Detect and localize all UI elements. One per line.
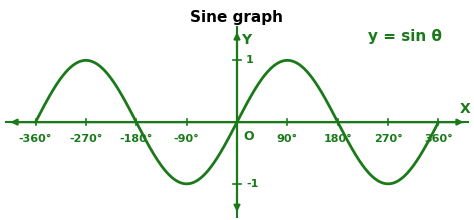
- Text: Y: Y: [241, 33, 252, 47]
- Text: 360°: 360°: [424, 134, 453, 144]
- Text: -360°: -360°: [19, 134, 52, 144]
- Text: -90°: -90°: [174, 134, 200, 144]
- Text: -180°: -180°: [119, 134, 153, 144]
- Text: 270°: 270°: [374, 134, 402, 144]
- Text: -1: -1: [246, 179, 258, 189]
- Text: X: X: [459, 102, 470, 116]
- Title: Sine graph: Sine graph: [191, 10, 283, 25]
- Text: y = sin θ: y = sin θ: [368, 29, 442, 44]
- Text: -270°: -270°: [69, 134, 102, 144]
- Text: O: O: [244, 130, 255, 143]
- Text: 1: 1: [246, 55, 254, 65]
- Text: 90°: 90°: [277, 134, 298, 144]
- Text: 180°: 180°: [323, 134, 352, 144]
